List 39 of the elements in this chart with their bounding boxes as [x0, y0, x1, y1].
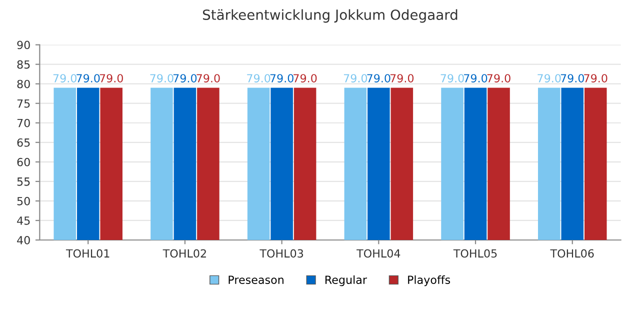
data-label: 79.0: [76, 74, 100, 82]
legend-label: Preseason: [228, 276, 284, 284]
data-label: 79.0: [584, 74, 608, 82]
data-label: 79.0: [367, 74, 390, 82]
x-tick-label: TOHL04: [356, 249, 400, 258]
y-tick-label: 60: [17, 158, 30, 166]
data-label: 79.0: [560, 74, 584, 82]
data-label: 79.0: [270, 74, 294, 82]
y-tick-label: 85: [17, 60, 30, 69]
data-label: 79.0: [174, 74, 197, 82]
y-tick-label: 40: [17, 236, 30, 244]
data-label: 79.0: [53, 74, 76, 82]
x-tick-label: TOHL05: [453, 249, 497, 258]
data-label: 79.0: [390, 74, 414, 82]
data-label: 79.0: [538, 74, 561, 82]
x-tick-label: TOHL06: [550, 249, 594, 258]
y-tick-label: 90: [17, 40, 30, 50]
y-tick-label: 75: [17, 99, 30, 108]
y-tick-label: 65: [17, 138, 30, 147]
data-label: 79.0: [196, 74, 220, 82]
y-tick-label: 50: [17, 196, 30, 206]
data-label: 79.0: [344, 74, 368, 82]
data-label: 79.0: [100, 74, 123, 82]
legend-label: Regular: [325, 275, 368, 286]
x-tick-label: TOHL03: [260, 249, 304, 258]
y-tick-label: 80: [17, 80, 30, 88]
data-label: 79.0: [464, 74, 488, 82]
data-label: 79.0: [440, 74, 464, 82]
y-tick-label: 55: [17, 178, 30, 186]
data-label: 79.0: [150, 74, 174, 82]
legend-label: Playoffs: [408, 275, 450, 286]
x-tick-label: TOHL02: [162, 249, 206, 258]
x-tick-label: TOHL01: [66, 249, 110, 258]
data-label: 79.0: [247, 74, 270, 82]
data-label: 79.0: [487, 74, 510, 82]
data-label: 79.0: [294, 74, 317, 82]
y-tick-label: 45: [17, 216, 30, 225]
y-tick-label: 70: [17, 118, 30, 128]
chart-title: Stärkeentwicklung Jokkum Odegaard: [202, 9, 458, 23]
